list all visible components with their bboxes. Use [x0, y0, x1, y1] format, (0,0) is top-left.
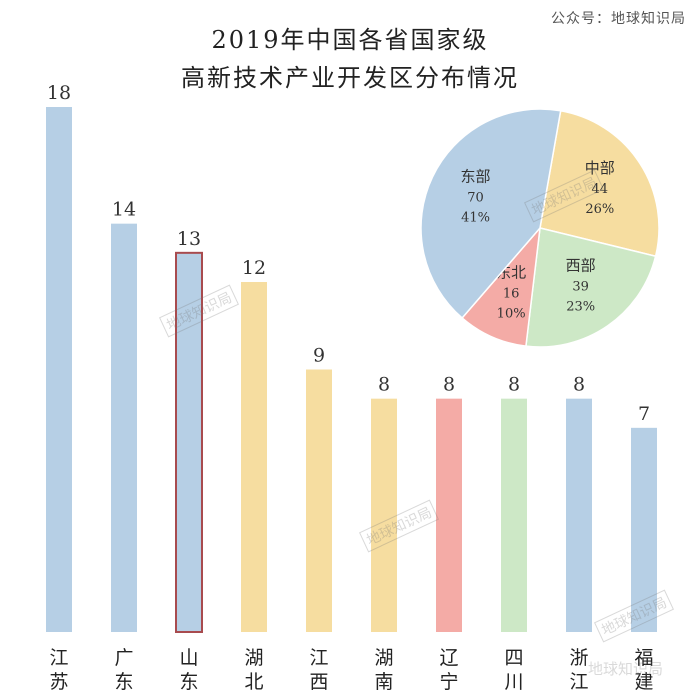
pie-slice-name: 中部	[585, 159, 615, 177]
bar-value-label: 12	[242, 257, 266, 279]
bar-7	[436, 398, 462, 632]
pie-slice-name: 西部	[566, 257, 596, 275]
bar-value-label: 8	[378, 374, 390, 396]
bar-value-label: 9	[313, 345, 325, 367]
pie-slice-percent: 10%	[497, 306, 526, 321]
bar-10	[631, 427, 657, 632]
category-label: 东	[114, 671, 133, 693]
pie-slice-1	[539, 109, 660, 258]
category-label: 北	[244, 671, 263, 693]
category-label: 东	[179, 671, 198, 693]
chart-title-line-1: 2019年中国各省国家级	[211, 26, 489, 54]
category-label: 山	[179, 647, 198, 669]
bar-value-label: 18	[47, 82, 71, 104]
category-label: 江	[309, 647, 328, 669]
category-label: 辽	[439, 647, 458, 669]
pie-slice-percent: 23%	[566, 300, 595, 315]
category-label: 江	[49, 647, 68, 669]
pie-slice-value: 16	[503, 286, 520, 301]
bar-8	[501, 398, 527, 632]
chart-title-line-2: 高新技术产业开发区分布情况	[181, 64, 519, 92]
bar-2	[111, 223, 137, 632]
bar-3	[175, 251, 203, 633]
source-label: 公众号：地球知识局	[551, 11, 686, 27]
category-label: 建	[634, 671, 653, 693]
category-label: 江	[569, 671, 588, 693]
bar-5	[306, 369, 332, 632]
category-label: 四	[504, 647, 523, 669]
bar-9	[566, 398, 592, 632]
bar-4	[241, 282, 267, 632]
pie-slice-value: 44	[592, 182, 609, 197]
bar-value-label: 8	[443, 374, 455, 396]
bar-value-label: 8	[573, 374, 585, 396]
pie-slice-2	[525, 227, 657, 348]
category-label: 南	[374, 671, 393, 693]
category-label: 川	[504, 671, 523, 693]
pie-slice-4	[420, 108, 562, 320]
pie-slice-value: 70	[467, 190, 484, 205]
category-label: 浙	[569, 647, 588, 669]
category-label: 湖	[374, 647, 393, 669]
pie-slice-name: 东部	[461, 167, 491, 185]
bar-value-label: 14	[112, 199, 136, 221]
bar-1	[46, 107, 72, 632]
bar-value-label: 13	[177, 228, 201, 250]
pie-slice-percent: 41%	[461, 210, 490, 225]
bar-value-label: 7	[638, 403, 650, 425]
category-label: 宁	[439, 671, 458, 693]
bar-value-label: 8	[508, 374, 520, 396]
category-label: 福	[634, 647, 653, 669]
pie-slice-percent: 26%	[585, 202, 614, 217]
category-label: 湖	[244, 647, 263, 669]
category-label: 苏	[49, 671, 68, 693]
category-label: 西	[309, 671, 328, 693]
pie-slice-value: 39	[572, 280, 589, 295]
category-label: 广	[114, 647, 133, 669]
bar-6	[371, 398, 397, 632]
